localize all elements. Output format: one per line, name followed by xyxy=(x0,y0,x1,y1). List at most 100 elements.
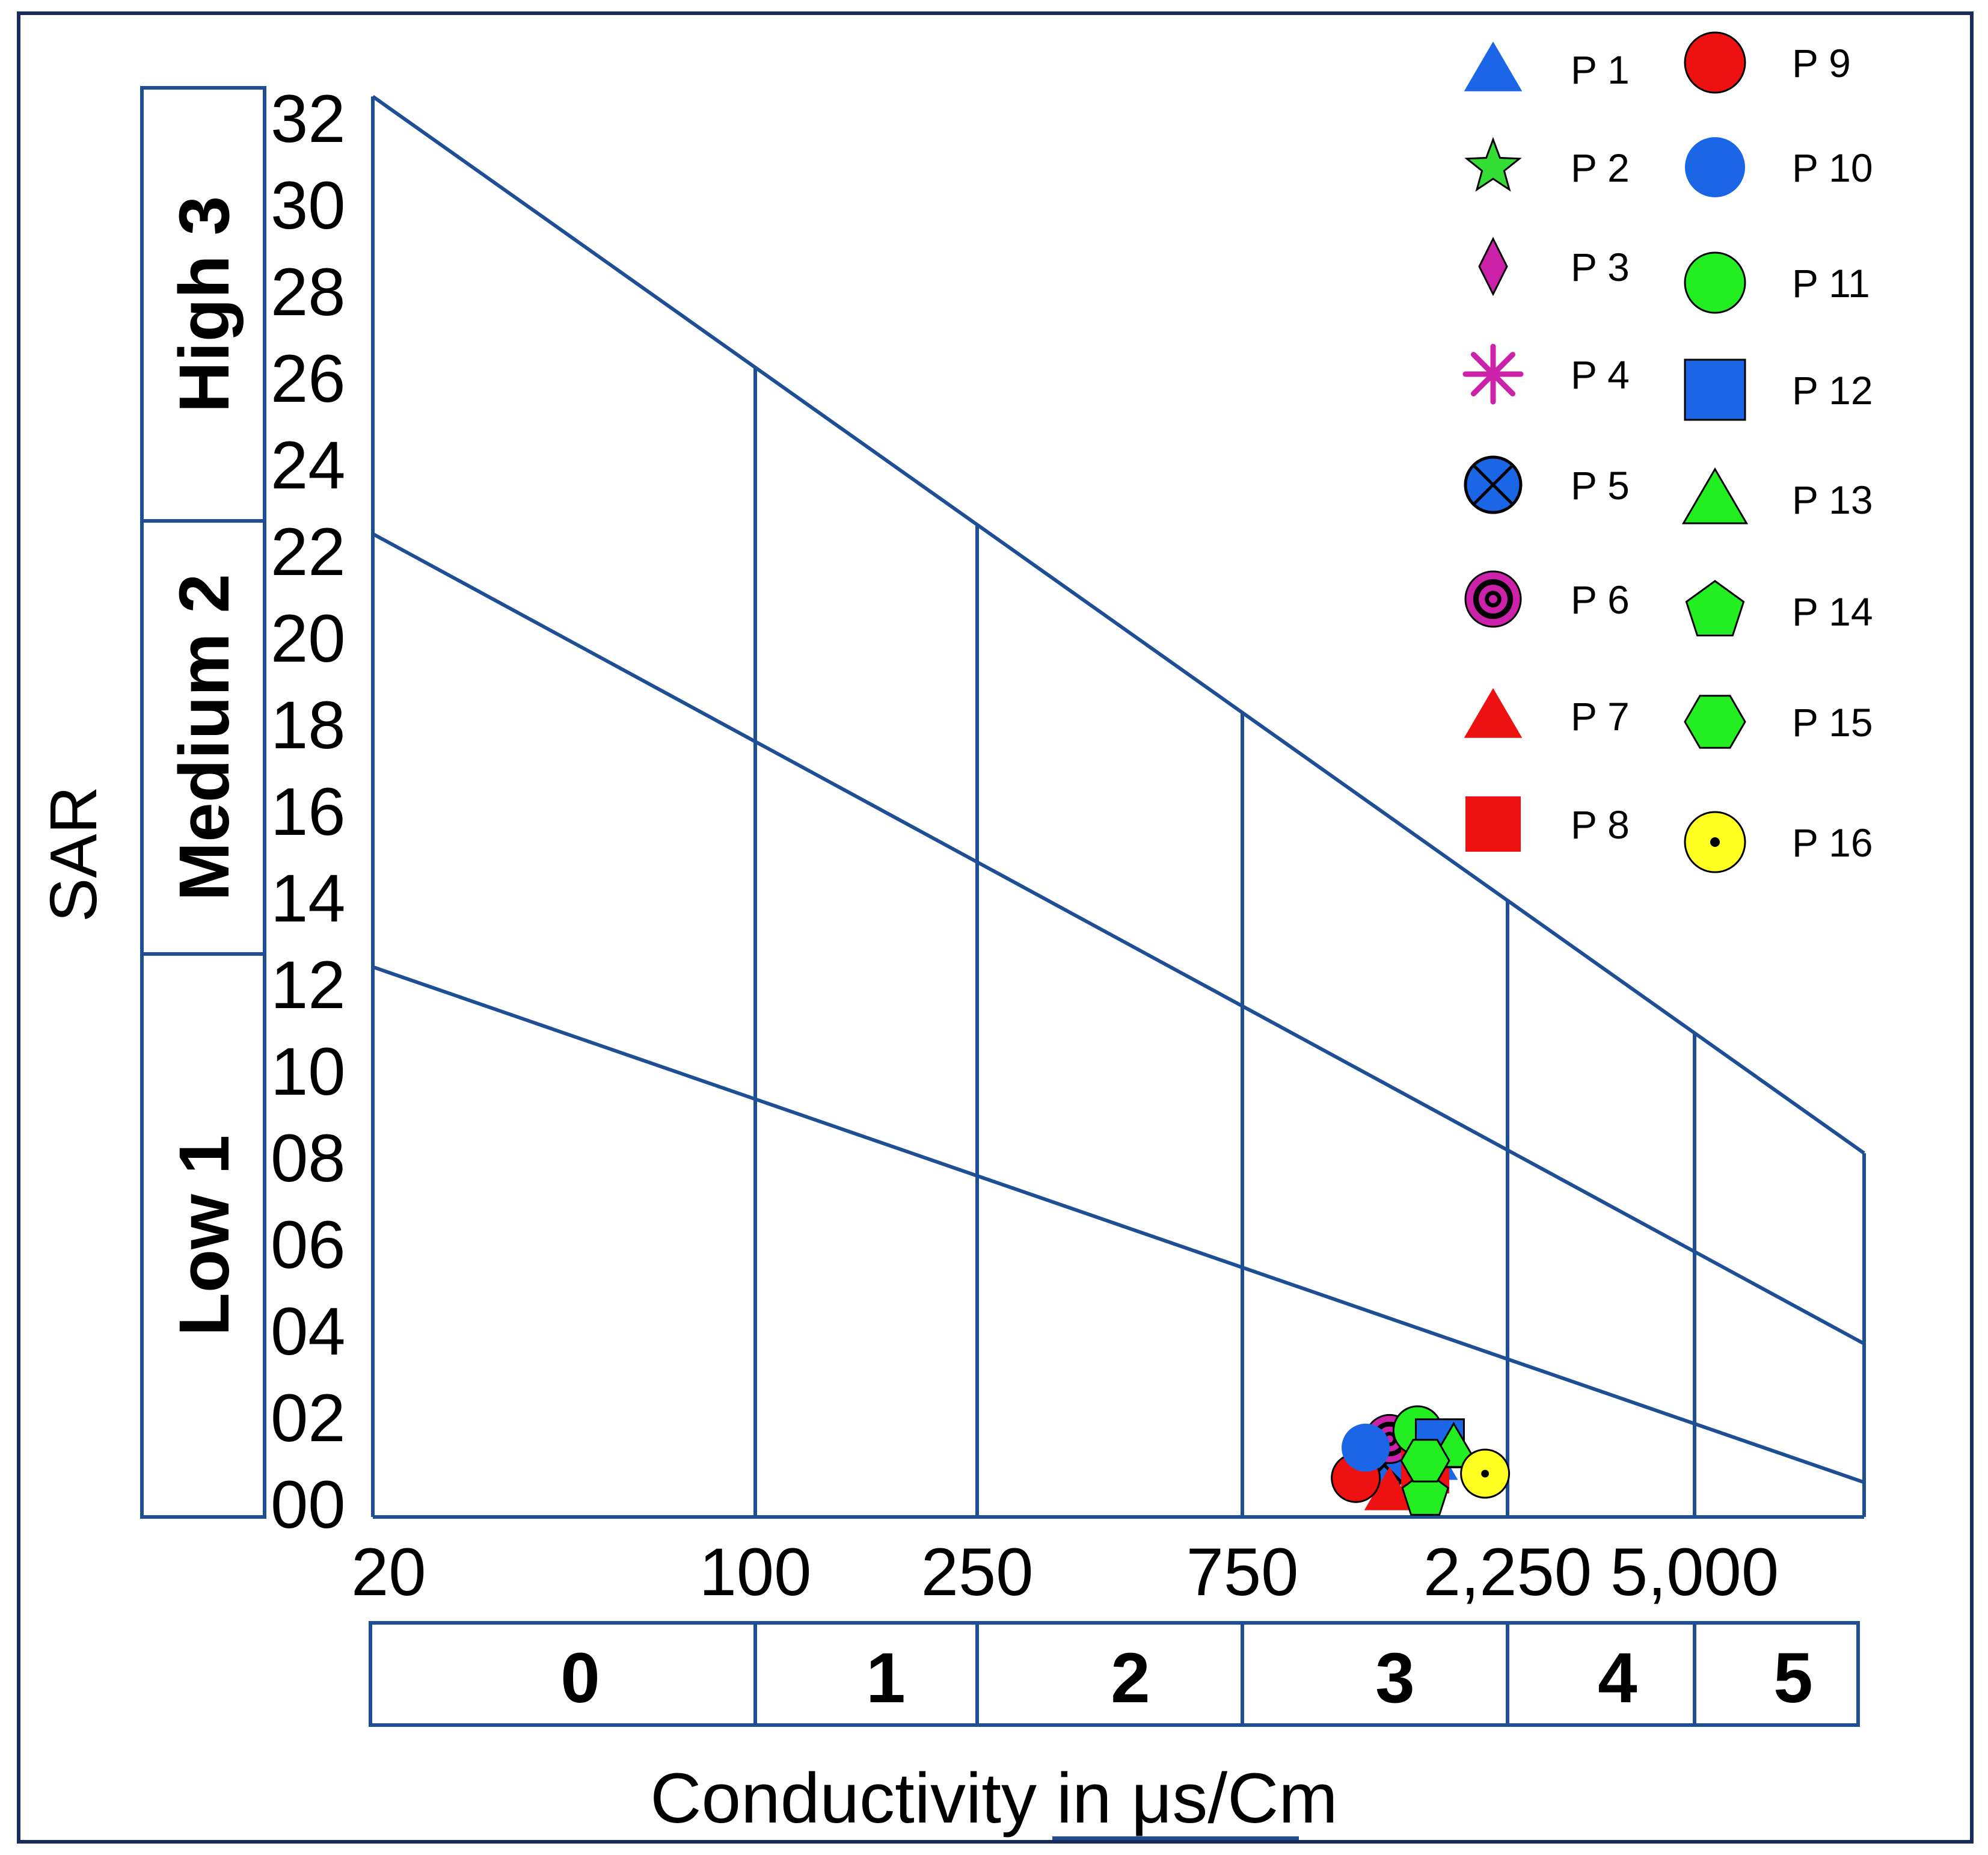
y-tick-label: 00 xyxy=(271,1467,346,1542)
legend-marker xyxy=(1464,570,1522,628)
asterisk-stroke xyxy=(1470,351,1516,397)
legend-label: P 14 xyxy=(1792,589,1873,634)
legend-marker xyxy=(1684,251,1746,314)
y-tick-label: 18 xyxy=(271,688,346,763)
y-tick-label: 30 xyxy=(271,168,346,243)
salinity-class-label: 1 xyxy=(866,1638,906,1718)
cross-stroke xyxy=(1473,464,1514,505)
circle-marker xyxy=(1684,251,1746,314)
y-axis-title: SAR xyxy=(37,786,111,922)
figure-border xyxy=(17,11,1974,1844)
x-tick-label: 20 xyxy=(351,1534,426,1610)
y-tick-label: 12 xyxy=(271,947,346,1023)
legend-label: P 12 xyxy=(1792,368,1873,413)
triangle-marker xyxy=(1464,42,1523,91)
hexagon-marker xyxy=(1400,1439,1450,1483)
y-tick-label: 06 xyxy=(271,1207,346,1282)
salinity-bar-frame xyxy=(369,1621,1860,1727)
sodium-class-label: Low 1 xyxy=(165,1135,244,1336)
square-marker xyxy=(1684,358,1746,421)
x-tick-label: 250 xyxy=(921,1534,1034,1610)
legend-marker xyxy=(1464,688,1523,738)
salinity-class-label: 4 xyxy=(1598,1638,1637,1718)
data-point-p7 xyxy=(1364,1466,1415,1510)
y-tick-label: 16 xyxy=(271,774,346,849)
legend-label: P 3 xyxy=(1571,245,1630,289)
triangle-marker xyxy=(1464,688,1523,738)
legend-label: P 1 xyxy=(1571,48,1630,92)
sodium-class-box xyxy=(140,952,266,1519)
pentagon-marker xyxy=(1685,580,1745,636)
legend-label: P 5 xyxy=(1571,463,1630,508)
data-point-p16 xyxy=(1460,1448,1511,1499)
data-points xyxy=(1331,1405,1511,1516)
legend-marker xyxy=(1685,137,1745,197)
legend-label: P 7 xyxy=(1571,694,1630,739)
y-tick-label: 14 xyxy=(271,861,346,936)
sodium-class-box xyxy=(140,86,266,523)
square-marker xyxy=(1465,796,1521,852)
y-tick-label: 08 xyxy=(271,1121,346,1196)
y-tick-label: 32 xyxy=(271,81,346,156)
legend-marker xyxy=(1464,42,1523,91)
salinity-class-bar: 0 1 2 3 4 5 xyxy=(369,1621,1860,1727)
y-tick-label: 24 xyxy=(271,428,346,503)
y-tick-label: 04 xyxy=(271,1294,346,1369)
center-dot xyxy=(1710,837,1720,847)
sodium-hazard-line xyxy=(372,532,1865,1346)
data-point-p15 xyxy=(1400,1439,1450,1483)
legend-marker xyxy=(1681,467,1749,525)
hexagon-marker xyxy=(1684,695,1746,749)
circle-marker xyxy=(1342,1423,1390,1472)
center-dot xyxy=(1481,1469,1489,1478)
legend-marker xyxy=(1478,236,1508,297)
sodium-class-boxes: Low 1 Medium 2 High 3 xyxy=(140,86,266,1519)
sodium-class-label: Medium 2 xyxy=(165,574,244,901)
sodium-class-label: High 3 xyxy=(165,196,244,413)
sodium-hazard-line xyxy=(372,94,1865,1155)
star-marker xyxy=(1464,137,1522,192)
x-tick-labels: 20 100 250 750 2,250 5,000 xyxy=(351,1534,1779,1610)
diamond-marker xyxy=(1478,236,1508,297)
triangle-marker xyxy=(1681,467,1749,525)
x-tick-label: 100 xyxy=(699,1534,812,1610)
legend-marker xyxy=(1684,695,1746,749)
legend-label: P 15 xyxy=(1792,700,1873,745)
y-tick-label: 20 xyxy=(271,601,346,676)
legend-marker xyxy=(1462,343,1524,405)
legend-marker xyxy=(1464,455,1523,514)
sodium-hazard-line xyxy=(372,965,1865,1484)
legend-marker xyxy=(1684,358,1746,421)
salinity-class-label: 5 xyxy=(1773,1638,1813,1718)
legend-marker xyxy=(1465,796,1521,852)
x-tick-label: 5,000 xyxy=(1610,1534,1779,1610)
legend-label: P 8 xyxy=(1571,802,1630,847)
legend-marker xyxy=(1684,811,1746,873)
data-point-p10 xyxy=(1342,1423,1390,1472)
legend-label: P 6 xyxy=(1571,577,1630,622)
legend-marker xyxy=(1685,580,1745,636)
y-tick-label: 10 xyxy=(271,1034,346,1109)
y-tick-labels: 00 02 04 06 08 10 12 14 16 18 20 22 24 26 28 30 32 xyxy=(271,81,346,1542)
legend-label: P 2 xyxy=(1571,146,1630,190)
legend-marker xyxy=(1464,137,1522,192)
legend-label: P 11 xyxy=(1792,261,1870,306)
x-axis-title: Conductivity in μs/Cm xyxy=(650,1759,1337,1838)
y-tick-label: 02 xyxy=(271,1380,346,1456)
salinity-class-label: 3 xyxy=(1375,1638,1415,1718)
salinity-class-label: 2 xyxy=(1111,1638,1150,1718)
circle-marker xyxy=(1685,137,1745,197)
y-tick-label: 26 xyxy=(271,341,346,416)
legend: P 1 P 2 P 3 P 4 P 5 P 6 P 7 P 8 P 9 P 10 P 11 P 12 P… xyxy=(1462,31,1873,873)
y-tick-label: 28 xyxy=(271,254,346,330)
legend-label: P 16 xyxy=(1792,820,1873,865)
legend-label: P 10 xyxy=(1792,146,1873,190)
salinity-class-label: 0 xyxy=(560,1638,600,1718)
x-tick-label: 750 xyxy=(1186,1534,1299,1610)
diagram-frame xyxy=(371,94,1866,1519)
triangle-marker xyxy=(1364,1466,1415,1510)
x-tick-label: 2,250 xyxy=(1423,1534,1592,1610)
circle-marker xyxy=(1684,31,1746,94)
bullseye-center xyxy=(1489,595,1497,603)
